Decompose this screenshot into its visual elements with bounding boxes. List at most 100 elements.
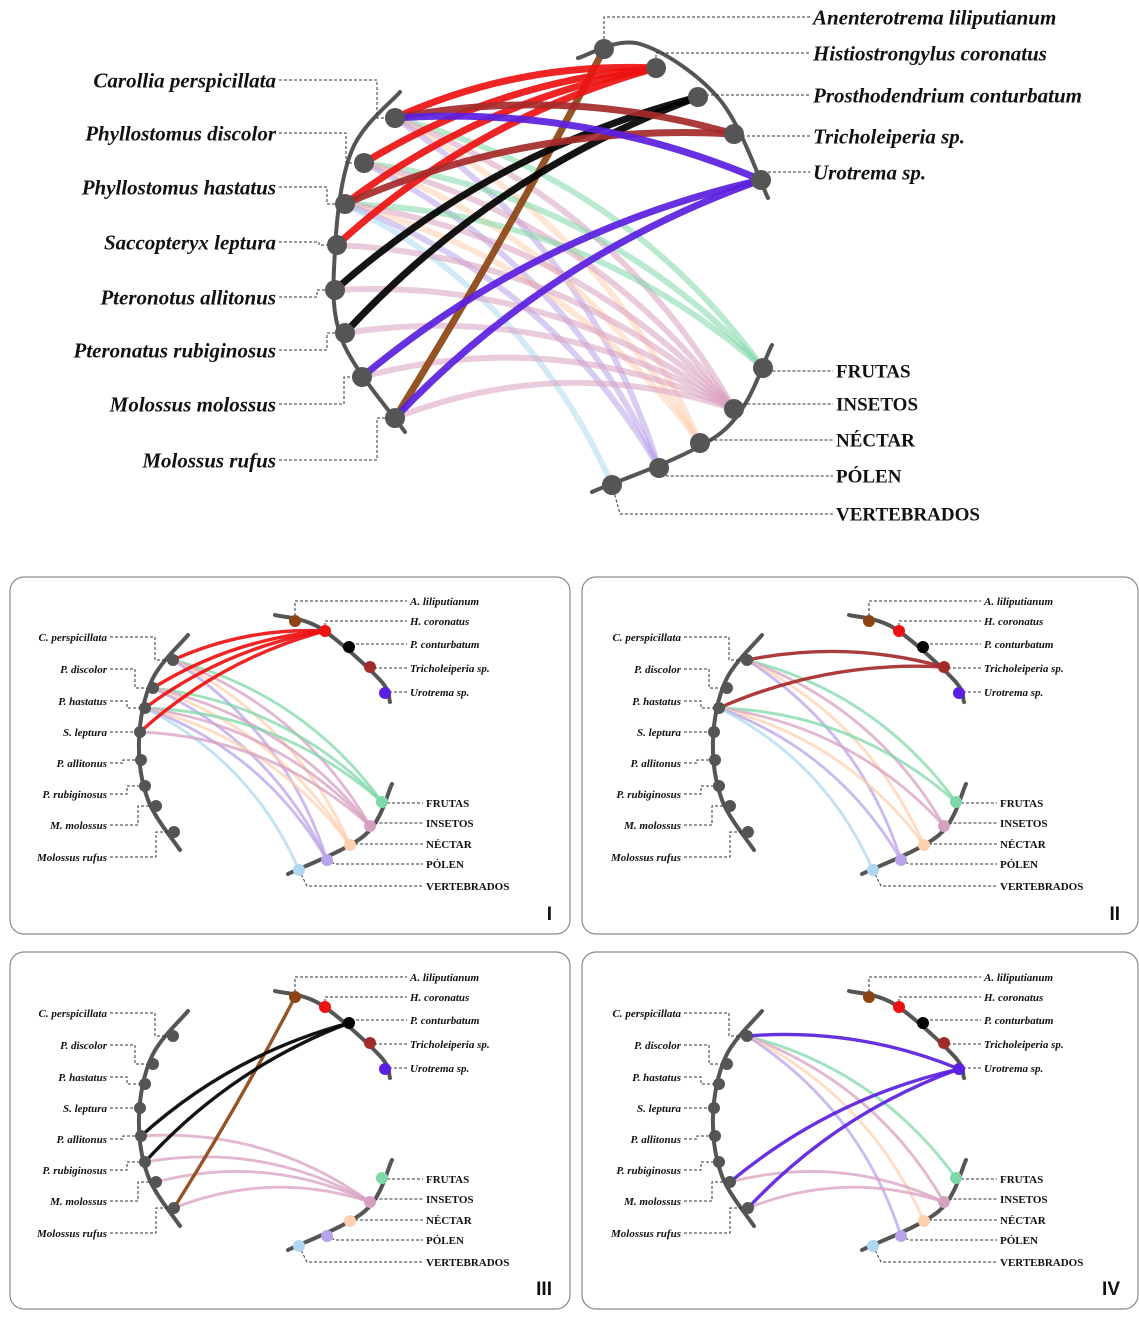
parasite-label-anenterotrema-liliputianum: A. liliputianum xyxy=(409,596,480,608)
bat-leader xyxy=(110,668,151,689)
parasite-label-histiostrongylus-coronatus: Histiostrongylus coronatus xyxy=(812,41,1047,65)
bat-label-phyllostomus-discolor: P. discolor xyxy=(60,664,108,676)
parasite-leader xyxy=(898,620,981,631)
diet-label-vertebrados: VERTEBRADOS xyxy=(836,505,980,526)
diet-link-phyllostomus-hastatus-insetos xyxy=(342,201,737,412)
parasite-label-tricholeiperia-sp: Tricholeiperia sp. xyxy=(984,1039,1064,1051)
bat-label-phyllostomus-hastatus: P. hastatus xyxy=(632,1072,681,1084)
bat-node-carollia-perspicillata xyxy=(167,654,179,666)
diet-node-frutas xyxy=(376,1172,388,1184)
parasite-link-prosthodendrium-conturbatum-pteronatus-rubiginosus xyxy=(143,1021,351,1164)
bat-label-saccopteryx-leptura: S. leptura xyxy=(637,1103,682,1115)
parasite-label-histiostrongylus-coronatus: H. coronatus xyxy=(409,616,469,628)
diet-link-carollia-perspicillata-frutas xyxy=(745,1034,958,1180)
parasite-leader xyxy=(324,620,407,631)
parasite-node-histiostrongylus-coronatus xyxy=(319,625,331,637)
diet-label-insetos: INSETOS xyxy=(1000,1194,1048,1206)
diet-node-vertebrados xyxy=(293,1240,305,1252)
parasite-link-urotrema-sp-carollia-perspicillata xyxy=(391,112,765,184)
bat-arc xyxy=(710,633,764,852)
parasite-node-prosthodendrium-conturbatum xyxy=(343,1017,355,1029)
parasite-node-prosthodendrium-conturbatum xyxy=(343,641,355,653)
diet-link-phyllostomus-hastatus-polen xyxy=(717,706,903,862)
diet-link-phyllostomus-discolor-polen xyxy=(151,686,329,862)
parasite-link-urotrema-sp-molossus-molossus xyxy=(358,176,765,381)
bat-leader xyxy=(110,831,172,858)
parasite-node-anenterotrema-liliputianum xyxy=(594,39,614,59)
parasite-label-prosthodendrium-conturbatum: Prosthodendrium conturbatum xyxy=(812,83,1082,107)
parasite-link-histiostrongylus-coronatus-carollia-perspicillata xyxy=(391,63,660,122)
parasite-node-prosthodendrium-conturbatum xyxy=(917,641,929,653)
bat-leader xyxy=(110,759,139,764)
diet-leader xyxy=(611,484,833,515)
bat-label-pteronatus-rubiginosus: P. rubiginosus xyxy=(616,1165,681,1177)
bat-label-molossus-rufus: Molossus rufus xyxy=(141,448,276,472)
diet-link-carollia-perspicillata-nectar xyxy=(745,1034,926,1223)
diet-node-nectar xyxy=(344,1215,356,1227)
diet-node-nectar xyxy=(918,839,930,851)
bat-leader xyxy=(684,700,717,709)
parasite-label-urotrema-sp: Urotrema sp. xyxy=(984,1063,1043,1075)
parasite-node-tricholeiperia-sp xyxy=(938,661,950,673)
diet-label-nectar: NÉCTAR xyxy=(1000,839,1047,851)
bat-leader xyxy=(279,289,333,298)
bat-node-phyllostomus-hastatus xyxy=(139,1078,151,1090)
bat-leader xyxy=(279,332,343,351)
bat-node-saccopteryx-leptura xyxy=(134,1102,146,1114)
diet-link-phyllostomus-hastatus-frutas xyxy=(143,706,384,804)
parasite-leader xyxy=(868,600,981,621)
parasite-label-urotrema-sp: Urotrema sp. xyxy=(410,1063,469,1075)
parasite-label-prosthodendrium-conturbatum: P. conturbatum xyxy=(410,1015,480,1027)
diet-node-vertebrados xyxy=(293,864,305,876)
bat-label-phyllostomus-hastatus: P. hastatus xyxy=(632,696,681,708)
bat-label-carollia-perspicillata: C. perspicillata xyxy=(613,632,682,644)
diet-link-pteronatus-rubiginosus-insetos xyxy=(342,322,737,412)
diet-node-vertebrados xyxy=(602,475,622,495)
diet-link-molossus-rufus-insetos xyxy=(746,1185,946,1210)
bat-node-phyllostomus-discolor xyxy=(721,1058,733,1070)
bat-label-phyllostomus-discolor: P. discolor xyxy=(634,664,682,676)
parasite-node-urotrema-sp xyxy=(953,1063,965,1075)
parasite-node-urotrema-sp xyxy=(379,1063,391,1075)
parasite-leader xyxy=(898,996,981,1007)
diet-link-phyllostomus-discolor-nectar xyxy=(151,686,352,847)
diet-link-phyllostomus-hastatus-nectar xyxy=(717,706,926,847)
bat-label-saccopteryx-leptura: S. leptura xyxy=(637,727,682,739)
parasite-leader xyxy=(868,976,981,997)
bat-node-phyllostomus-hastatus xyxy=(713,1078,725,1090)
bat-arc xyxy=(136,633,190,852)
diet-node-vertebrados xyxy=(867,1240,879,1252)
parasite-node-histiostrongylus-coronatus xyxy=(646,58,666,78)
parasite-label-prosthodendrium-conturbatum: P. conturbatum xyxy=(984,1015,1054,1027)
diet-arc xyxy=(286,782,394,876)
diet-links xyxy=(332,115,766,488)
parasite-leader xyxy=(603,16,810,49)
bat-leader xyxy=(110,785,143,795)
diet-label-insetos: INSETOS xyxy=(1000,818,1048,830)
diet-label-frutas: FRUTAS xyxy=(1000,798,1043,810)
parasite-link-histiostrongylus-coronatus-phyllostomus-discolor xyxy=(151,629,327,690)
parasite-label-anenterotrema-liliputianum: A. liliputianum xyxy=(409,972,480,984)
bat-node-carollia-perspicillata xyxy=(741,1030,753,1042)
panel-frame xyxy=(9,951,571,1310)
parasite-node-urotrema-sp xyxy=(953,687,965,699)
bat-label-carollia-perspicillata: C. perspicillata xyxy=(39,1008,108,1020)
bat-leader xyxy=(110,805,154,826)
parasite-node-histiostrongylus-coronatus xyxy=(893,625,905,637)
bat-leader xyxy=(684,1161,717,1171)
parasite-label-urotrema-sp: Urotrema sp. xyxy=(984,687,1043,699)
parasite-node-prosthodendrium-conturbatum xyxy=(688,87,708,107)
parasite-node-anenterotrema-liliputianum xyxy=(289,991,301,1003)
diet-node-polen xyxy=(895,854,907,866)
panel-iii: C. perspicillata P. discolor P. hastatus S.… xyxy=(9,951,571,1310)
bat-label-pteronatus-rubiginosus: P. rubiginosus xyxy=(616,789,681,801)
bat-leader xyxy=(279,79,393,119)
panel-network: C. perspicillata P. discolor P. hastatus S.… xyxy=(610,972,1083,1269)
bat-label-phyllostomus-discolor: P. discolor xyxy=(634,1040,682,1052)
diet-arc xyxy=(286,1158,394,1252)
diet-label-frutas: FRUTAS xyxy=(836,362,911,383)
bat-label-pteronotus-allitonus: P. allitonus xyxy=(56,1134,107,1146)
diet-label-polen: PÓLEN xyxy=(1000,1235,1038,1247)
bat-leader xyxy=(279,417,393,461)
parasite-node-tricholeiperia-sp xyxy=(724,124,744,144)
